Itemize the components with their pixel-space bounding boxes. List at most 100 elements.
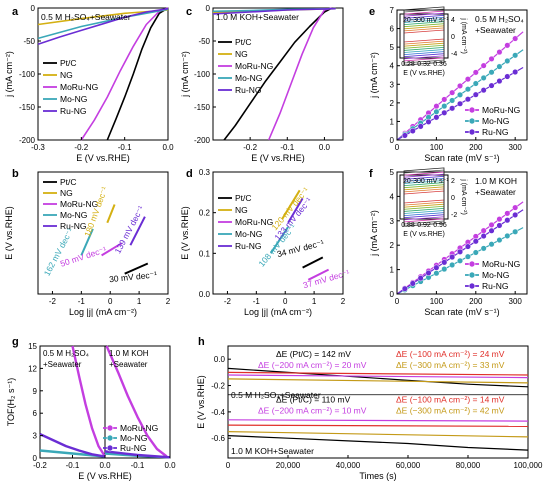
x-tick-label: -0.3	[31, 143, 45, 152]
data-point-MoRu-NG	[472, 69, 479, 76]
x-tick-label: 0.0	[99, 461, 111, 470]
data-point-Ru-NG	[488, 227, 495, 234]
delta-e-acid-300: ΔE (−300 mA cm⁻²) = 33 mV	[396, 360, 505, 370]
legend-label: MoRu-NG	[482, 105, 520, 115]
legend-label: NG	[60, 70, 73, 80]
y-tick-label: 3	[390, 217, 395, 226]
series-line-MoRu-NG	[80, 7, 169, 141]
delta-e-base-200: ΔE (−200 mA cm⁻²) = 10 mV	[258, 406, 367, 416]
series-line--200 acid	[227, 374, 529, 379]
x-tick-label: 0	[395, 297, 400, 306]
annotation-left: 0.5 M H₂SO₄	[43, 349, 89, 358]
data-point-Ru-NG	[417, 123, 424, 130]
legend-label: MoRu-NG	[482, 259, 520, 269]
annotation-right: 1.0 M KOH	[109, 349, 149, 358]
panel-c: -0.2 -0.1 0.0 -200 -150 -100 -50 0 1.0 M KOH+Sea…	[180, 4, 344, 163]
y-tick-label: 5	[390, 168, 395, 177]
inset-y-tick-label: 4	[451, 17, 455, 24]
y-tick-label: -50	[23, 37, 35, 46]
y-tick-label: 0.0	[214, 355, 226, 364]
inset-x-tick-label: 0.36	[433, 61, 447, 68]
data-point-Ru-NG	[472, 238, 479, 245]
legend-label: NG	[235, 49, 248, 59]
x-tick-label: -0.2	[74, 143, 88, 152]
data-point-MoRu-NG	[496, 49, 503, 56]
data-point-Ru-NG	[472, 91, 479, 98]
annotation: +Seawater	[475, 25, 516, 35]
y-tick-label: -150	[194, 103, 211, 112]
data-point-MoRu-NG	[480, 62, 487, 69]
legend-label: Pt/C	[60, 58, 77, 68]
legend-label: Pt/C	[60, 177, 77, 187]
legend-marker	[106, 424, 114, 432]
annotation-acid: 0.5 M H₂SO₄+Seawater	[231, 390, 321, 400]
legend-label: Mo-NG	[482, 116, 509, 126]
x-tick-label: 1	[137, 297, 142, 306]
plot-frame	[396, 9, 528, 141]
data-point-Mo-NG	[433, 108, 440, 115]
legend-label: MoRu-NG	[60, 199, 98, 209]
data-point-Ru-NG	[417, 275, 424, 282]
data-point-MoRu-NG	[504, 42, 511, 49]
data-point-Mo-NG	[433, 270, 440, 277]
legend-label: Mo-NG	[235, 229, 262, 239]
legend-label: Ru-NG	[482, 127, 508, 137]
series-line-MoRu-NG	[307, 268, 330, 281]
tafel-slope-label: 30 mV dec⁻¹	[109, 269, 158, 284]
x-tick-label: 2	[166, 297, 171, 306]
legend-label: Mo-NG	[60, 94, 87, 104]
data-point-Ru-NG	[464, 96, 471, 103]
series-line--300 acid	[227, 378, 529, 384]
inset-x-axis-label: E (V vs.RHE)	[403, 70, 445, 77]
data-point-MoRu-NG	[488, 55, 495, 62]
data-point-Ru-NG	[441, 109, 448, 116]
x-axis-label: E (V vs.RHE)	[76, 153, 130, 163]
y-tick-label: -50	[198, 37, 210, 46]
data-point-Ru-NG	[409, 280, 416, 287]
panel-label-d: d	[186, 168, 193, 180]
series-line-left-MoRu-NG	[71, 345, 107, 458]
series-line-Pt/C	[124, 262, 149, 275]
x-tick-label: -1	[78, 297, 86, 306]
x-axis-label: E (V vs.RHE)	[251, 153, 305, 163]
y-tick-label: 0.0	[199, 290, 211, 299]
inset-y-tick-label: -2	[451, 212, 457, 219]
inset-label: 20-300 mV s⁻¹	[403, 17, 449, 24]
data-point-Mo-NG	[488, 241, 495, 248]
y-tick-label: 15	[28, 342, 37, 351]
data-point-Mo-NG	[496, 63, 503, 70]
data-point-Ru-NG	[401, 285, 408, 292]
plot-frame	[212, 7, 344, 141]
panel-label-a: a	[12, 6, 19, 18]
data-point-Mo-NG	[441, 103, 448, 110]
panel-f: 0 100 200 300 0 1 2 3 4 5 1.0 M KOH+Seawater MoRu-N…	[369, 167, 528, 317]
annotation: 0.5 M H₂SO₄	[475, 14, 524, 24]
inset-y-axis-label: j (mA cm⁻²)	[460, 178, 467, 215]
data-point-MoRu-NG	[441, 96, 448, 103]
x-tick-label: 100	[430, 143, 444, 152]
x-tick-label: 80,000	[456, 461, 481, 470]
legend-marker	[468, 260, 476, 268]
data-point-Ru-NG	[441, 259, 448, 266]
data-point-Ru-NG	[464, 243, 471, 250]
data-point-Mo-NG	[464, 86, 471, 93]
x-tick-label: 60,000	[396, 461, 421, 470]
data-point-Mo-NG	[472, 249, 479, 256]
x-axis-label: Times (s)	[359, 471, 396, 481]
y-axis-label: j (mA cm⁻²)	[4, 51, 14, 98]
y-axis-label: j (mA cm⁻²)	[369, 52, 379, 99]
legend-marker	[106, 444, 114, 452]
legend-label: MoRu-NG	[235, 217, 273, 227]
panel-a: -0.3 -0.2 -0.1 0.0 -200 -150 -100 -50 0 0.5 M H₂S…	[4, 4, 174, 163]
x-tick-label: -0.1	[280, 143, 294, 152]
panel-label-e: e	[369, 6, 375, 18]
legend-label: Ru-NG	[235, 241, 261, 251]
inset-y-tick-label: 0	[451, 34, 455, 41]
x-axis-label: Scan rate (mV s⁻¹)	[424, 307, 499, 317]
series-line-Ru-NG	[129, 216, 146, 246]
series-line-Mo-NG	[80, 228, 94, 256]
delta-e-base-300: ΔE (−300 mA cm⁻²) = 42 mV	[396, 406, 505, 416]
legend-label: Ru-NG	[60, 106, 86, 116]
y-tick-label: 3	[33, 432, 38, 441]
series-line-Pt/C base	[227, 435, 529, 451]
